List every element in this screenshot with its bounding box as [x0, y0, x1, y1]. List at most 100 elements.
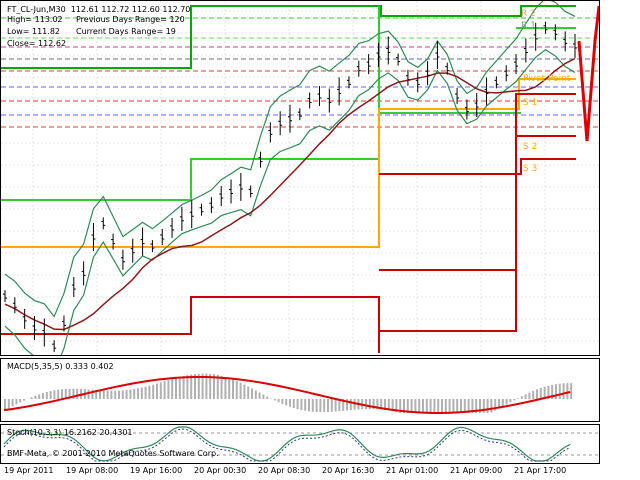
r2-step-line: [1, 5, 576, 69]
pivot-label: R 1: [521, 21, 536, 31]
macd-histogram-bar: [235, 381, 238, 399]
time-axis-label: 19 Apr 16:00: [130, 466, 183, 475]
macd-histogram-bar: [570, 383, 573, 399]
macd-histogram-bar: [509, 399, 512, 403]
macd-histogram-bar: [163, 381, 166, 399]
macd-histogram-bar: [414, 399, 417, 413]
macd-histogram-bar: [433, 399, 436, 413]
macd-histogram-bar: [342, 399, 345, 411]
macd-histogram-bar: [517, 398, 519, 399]
macd-histogram-bar: [539, 387, 542, 399]
macd-histogram-bar: [64, 388, 67, 399]
macd-histogram-bar: [156, 383, 158, 399]
macd-histogram-bar: [410, 399, 413, 413]
macd-histogram-bar: [296, 399, 299, 410]
pivot-label: Pivot Point: [523, 74, 571, 84]
macd-histogram-bar: [220, 375, 223, 399]
macd-histogram-bar: [243, 384, 246, 399]
macd-histogram-bar: [422, 399, 424, 413]
stochastic-label: Stoch(10,3,3) 16.2162 20.4301: [7, 428, 133, 437]
macd-histogram-bar: [42, 393, 44, 399]
price-chart-svg: R 2 R 1 Pivot Point S 1 S 2 S 3: [1, 1, 599, 355]
macd-histogram-bar: [213, 374, 215, 399]
symbol-header: FT_CL-Jun,M30 112.61 112.72 112.60 112.7…: [7, 5, 191, 14]
macd-histogram-bar: [334, 399, 337, 412]
macd-histogram-bar: [167, 380, 170, 399]
time-axis-label: 21 Apr 09:00: [450, 466, 503, 475]
macd-histogram-bar: [254, 390, 257, 399]
macd-histogram-bar: [186, 375, 189, 399]
moving-average-line: [4, 57, 576, 331]
macd-histogram-bar: [140, 387, 143, 399]
macd-histogram-bar: [490, 399, 493, 413]
macd-histogram-bar: [224, 376, 227, 399]
macd-histogram-bar: [216, 374, 219, 399]
macd-histogram-bar: [444, 399, 447, 413]
macd-histogram-bar: [148, 385, 151, 399]
stochastic-svg: [1, 426, 599, 462]
macd-histogram-bar: [437, 399, 440, 413]
macd-histogram-bar: [258, 392, 261, 399]
macd-histogram-bar: [232, 379, 234, 399]
macd-histogram-bar: [376, 399, 379, 410]
macd-histogram-bar: [551, 384, 554, 399]
macd-histogram-bar: [99, 390, 101, 399]
macd-histogram-bar: [501, 399, 504, 407]
macd-histogram-bar: [106, 390, 109, 399]
macd-histogram-bar: [34, 395, 37, 399]
previous-range-readout: Previous Days Range= 120: [76, 15, 185, 24]
s1-step-line: [1, 296, 380, 353]
macd-histogram-bar: [555, 384, 557, 399]
macd-histogram-bar: [171, 378, 174, 399]
macd-histogram-bar: [277, 399, 280, 403]
macd-histogram-bar: [53, 390, 56, 399]
macd-histogram-bar: [15, 399, 18, 405]
s1-step-line: [379, 93, 576, 271]
macd-histogram-bar: [486, 399, 489, 413]
macd-histogram-bar: [384, 399, 386, 411]
bollinger-upper: [4, 1, 576, 318]
macd-histogram-bar: [365, 399, 367, 410]
time-axis-label: 21 Apr 17:00: [514, 466, 567, 475]
macd-histogram-bar: [452, 399, 455, 413]
macd-histogram-bar: [91, 389, 94, 399]
macd-histogram-bar: [129, 389, 132, 399]
stochastic-pane[interactable]: Stoch(10,3,3) 16.2162 20.4301 BMF-Meta, …: [0, 424, 600, 464]
macd-histogram-bar: [300, 399, 303, 411]
macd-histogram-bar: [562, 383, 565, 399]
macd-histogram-bar: [479, 399, 481, 413]
macd-histogram-bar: [273, 399, 276, 401]
macd-histogram-bar: [239, 382, 242, 399]
macd-histogram-bar: [102, 390, 105, 399]
pivot-label: S 1: [523, 98, 537, 108]
macd-histogram-bar: [304, 399, 307, 411]
macd-histogram-bar: [467, 399, 470, 413]
macd-histogram-bar: [76, 388, 79, 399]
macd-histogram-bar: [228, 378, 231, 399]
macd-pane[interactable]: MACD(5,35,5) 0.333 0.402: [0, 358, 600, 422]
macd-histogram-bar: [285, 399, 288, 406]
macd-histogram-bar: [23, 399, 25, 401]
macd-histogram-bar: [524, 394, 527, 399]
macd-histogram-bar: [543, 386, 546, 399]
price-chart-pane[interactable]: R 2 R 1 Pivot Point S 1 S 2 S 3 FT_CL-Jun,M30…: [0, 0, 600, 356]
macd-histogram-bar: [95, 389, 98, 399]
current-range-readout: Current Days Range= 19: [76, 27, 176, 36]
macd-histogram-bar: [251, 388, 253, 399]
copyright-text: BMF-Meta, © 2001-2010 MetaQuotes Softwar…: [7, 449, 219, 458]
s2-step-line: [379, 135, 576, 332]
high-readout: High= 113.02: [7, 15, 63, 24]
macd-histogram-bar: [372, 399, 375, 410]
macd-histogram-bar: [30, 397, 33, 399]
macd-histogram-bar: [205, 373, 208, 399]
macd-histogram-bar: [349, 399, 352, 411]
macd-histogram-bar: [159, 382, 162, 399]
macd-histogram-bar: [19, 399, 22, 403]
price-scale[interactable]: 113.15112.82112.49112.22111.95111.62111.…: [600, 0, 640, 480]
macd-histogram-bar: [49, 391, 52, 399]
macd-histogram-bar: [38, 394, 41, 399]
macd-histogram-bar: [558, 383, 561, 399]
macd-histogram-bar: [505, 399, 508, 405]
macd-histogram-bar: [121, 390, 124, 399]
